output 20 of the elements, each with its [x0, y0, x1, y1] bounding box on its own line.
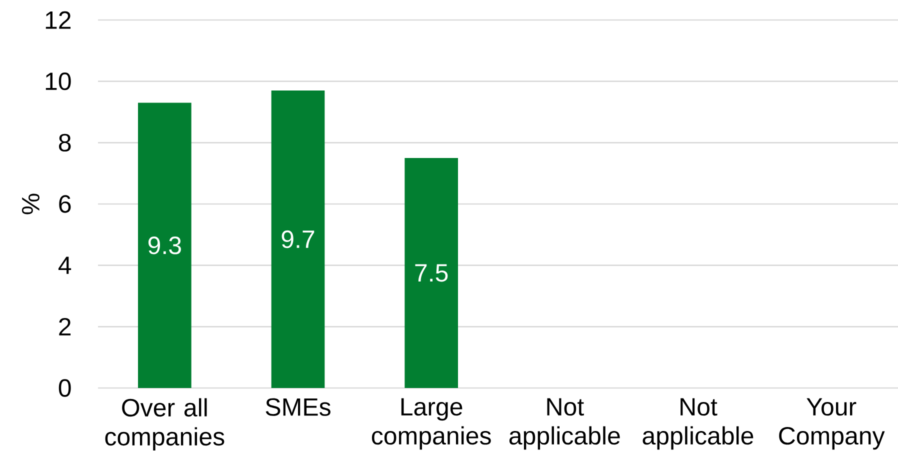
bar: [404, 158, 458, 388]
data-label: 9.3: [148, 236, 181, 254]
y-tick-label: 2: [59, 318, 71, 336]
data-label: 9.7: [282, 230, 314, 248]
x-tick-label: Not applicable: [509, 398, 620, 450]
y-tick-label: 12: [46, 11, 71, 29]
bar: [271, 90, 325, 388]
x-tick-label: Not applicable: [642, 398, 754, 450]
data-label: 7.5: [415, 264, 448, 282]
x-tick-label: Over all companies: [105, 398, 224, 451]
y-tick-label: 10: [46, 72, 71, 90]
x-tick-label: SMEs: [266, 398, 330, 416]
y-axis-title: %: [22, 194, 40, 214]
y-tick-label: 6: [59, 195, 71, 213]
x-tick-label: Large companies: [372, 398, 491, 450]
y-tick-label: 0: [58, 379, 71, 397]
y-tick-label: 8: [58, 134, 71, 152]
bar: [138, 102, 192, 388]
y-tick-label: 4: [58, 256, 72, 274]
x-tick-label: Your Company: [779, 398, 885, 450]
